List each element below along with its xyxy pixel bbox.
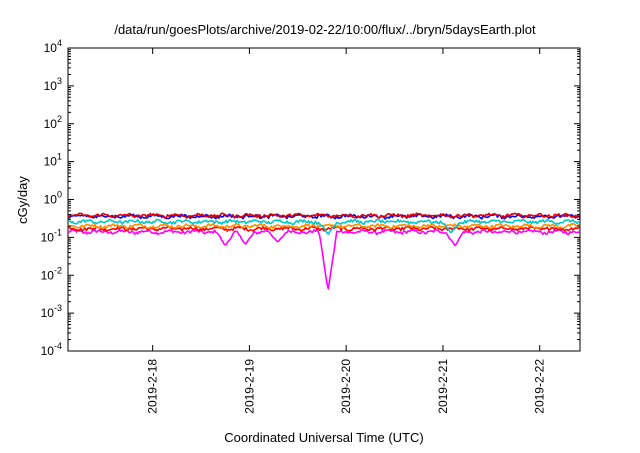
y-tick-label: 10-2: [41, 265, 62, 282]
series-line: [67, 223, 581, 230]
x-tick-label: 2019-2-22: [533, 359, 547, 414]
series-line: [67, 212, 581, 219]
plot-frame: [67, 47, 581, 352]
y-axis: 10-4 10-3 10-2 10-1 100 101 102 103 104: [41, 38, 580, 358]
y-tick-label: 103: [44, 76, 62, 93]
x-tick-label: 2019-2-21: [436, 359, 450, 414]
y-tick-label: 102: [44, 114, 62, 131]
y-axis-label: cGy/day: [15, 176, 30, 224]
series-line: [67, 218, 581, 235]
y-tick-label: 10-4: [41, 341, 62, 358]
chart-title: /data/run/goesPlots/archive/2019-02-22/1…: [114, 22, 536, 37]
y-tick-label: 101: [44, 152, 62, 169]
series-line: [67, 228, 581, 290]
y-tick-label: 100: [44, 190, 62, 207]
y-tick-label: 10-3: [41, 303, 62, 320]
y-tick-label: 104: [44, 38, 62, 55]
x-tick-label: 2019-2-19: [242, 359, 256, 414]
x-axis: 2019-2-18 2019-2-19 2019-2-20 2019-2-21 2019…: [146, 48, 547, 414]
series-layer: [67, 212, 581, 290]
x-tick-label: 2019-2-18: [146, 359, 160, 414]
x-tick-label: 2019-2-20: [339, 359, 353, 414]
series-line: [67, 225, 581, 233]
x-axis-label: Coordinated Universal Time (UTC): [224, 430, 423, 445]
y-tick-label: 10-1: [41, 227, 62, 244]
